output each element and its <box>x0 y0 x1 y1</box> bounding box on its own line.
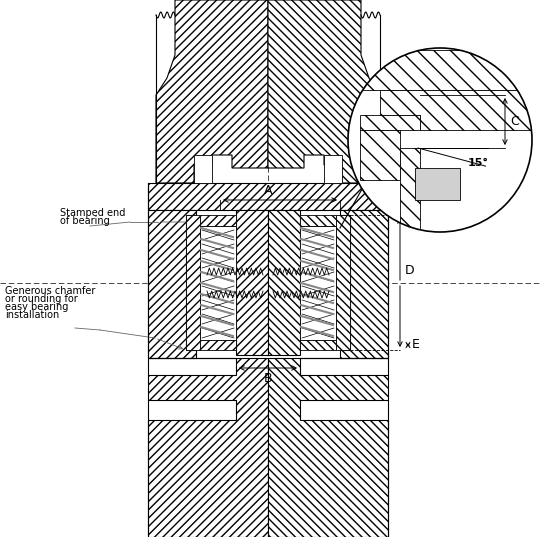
Polygon shape <box>268 358 388 537</box>
Polygon shape <box>148 358 268 537</box>
Text: B: B <box>263 372 272 385</box>
Text: installation: installation <box>5 310 60 320</box>
Polygon shape <box>336 215 350 350</box>
Text: A: A <box>264 184 272 197</box>
Polygon shape <box>194 155 212 183</box>
Text: easy bearing: easy bearing <box>5 302 68 312</box>
Text: or rounding for: or rounding for <box>5 294 78 304</box>
Polygon shape <box>268 210 300 355</box>
Polygon shape <box>186 215 200 350</box>
Polygon shape <box>300 215 336 226</box>
Text: of bearing: of bearing <box>60 216 110 226</box>
Text: C: C <box>510 115 519 128</box>
Polygon shape <box>380 90 541 130</box>
Polygon shape <box>360 50 541 90</box>
Polygon shape <box>340 210 388 358</box>
Polygon shape <box>148 183 388 210</box>
Polygon shape <box>200 226 236 340</box>
Polygon shape <box>300 226 336 340</box>
Polygon shape <box>268 0 380 183</box>
Circle shape <box>348 48 532 232</box>
Polygon shape <box>360 115 420 130</box>
Text: Generous chamfer: Generous chamfer <box>5 286 95 296</box>
Polygon shape <box>400 148 420 230</box>
Polygon shape <box>156 0 268 183</box>
Polygon shape <box>415 168 460 200</box>
Polygon shape <box>200 215 236 226</box>
Polygon shape <box>300 226 336 340</box>
Polygon shape <box>300 340 336 350</box>
Polygon shape <box>324 155 342 183</box>
Polygon shape <box>148 210 196 358</box>
Polygon shape <box>200 340 236 350</box>
Polygon shape <box>200 226 236 340</box>
Text: E: E <box>412 338 420 352</box>
Text: 15°: 15° <box>468 158 489 168</box>
Text: D: D <box>405 264 414 277</box>
Polygon shape <box>360 130 400 180</box>
Polygon shape <box>236 210 268 355</box>
Text: Stamped end: Stamped end <box>60 208 126 218</box>
